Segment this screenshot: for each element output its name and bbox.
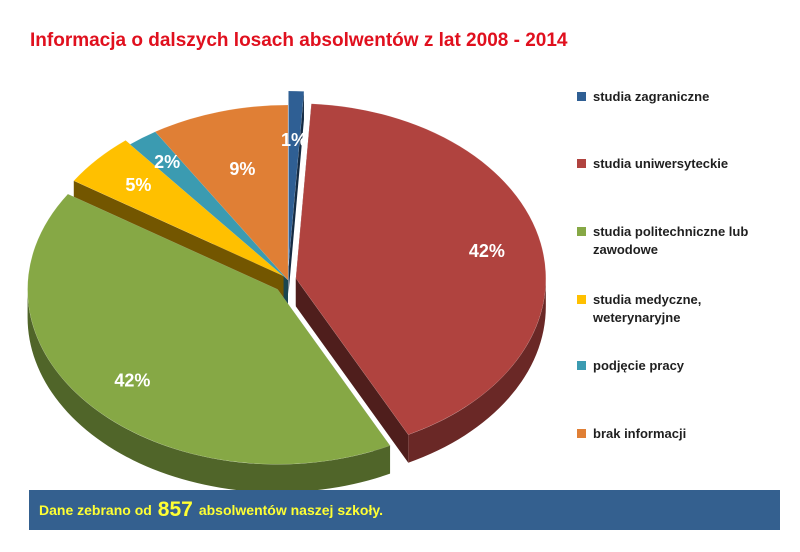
- pie-slice: [73, 140, 284, 277]
- data-label: 9%: [229, 159, 255, 179]
- footer-count: 857: [157, 498, 193, 521]
- pie-slice: [27, 193, 391, 465]
- pie-slice: [154, 104, 289, 281]
- legend-item: studia medyczne, weterynaryjne: [577, 291, 792, 327]
- legend-label: studia politechniczne lub zawodowe: [593, 224, 749, 257]
- legend-swatch: [577, 361, 586, 370]
- legend-item: studia zagraniczne: [577, 88, 792, 106]
- data-label: 42%: [114, 370, 150, 390]
- legend-label: studia uniwersyteckie: [593, 156, 729, 171]
- pie-slice: [129, 131, 289, 281]
- pie-slice-side: [408, 278, 546, 463]
- chart-title: Informacja o dalszych losach absolwentów…: [30, 30, 568, 51]
- legend-label: studia zagraniczne: [593, 89, 710, 104]
- pie-slice-edge: [295, 278, 409, 463]
- pie-slice-edge: [288, 91, 304, 295]
- legend-swatch: [577, 429, 586, 438]
- footer-suffix: absolwentów naszej szkoły.: [198, 502, 383, 518]
- legend-swatch: [577, 92, 586, 101]
- legend-item: brak informacji: [577, 425, 792, 443]
- legend-label: studia medyczne, weterynaryjne: [593, 292, 702, 325]
- legend-swatch: [577, 295, 586, 304]
- legend-swatch: [577, 227, 586, 236]
- legend-label: brak informacji: [593, 426, 687, 441]
- legend: studia zagraniczne studia uniwersyteckie…: [577, 85, 792, 455]
- pie-slice: [295, 103, 547, 435]
- data-label: 2%: [154, 152, 180, 172]
- legend-item: podjęcie pracy: [577, 357, 792, 375]
- pie-labels: 1% 42% 42% 5%2% 9%: [114, 130, 505, 390]
- footer-prefix: Dane zebrano od: [39, 502, 152, 518]
- data-label: 42%: [469, 241, 505, 261]
- data-label: 1%: [281, 130, 307, 150]
- legend-swatch: [577, 159, 586, 168]
- legend-item: studia uniwersyteckie: [577, 155, 792, 173]
- pie-slice-side: [27, 289, 391, 493]
- legend-item: studia politechniczne lub zawodowe: [577, 223, 792, 259]
- pie-tops: [27, 90, 547, 465]
- data-label: 5%: [125, 175, 151, 195]
- pie-slice: [288, 90, 305, 267]
- legend-label: podjęcie pracy: [593, 358, 685, 373]
- footer-banner: Dane zebrano od 857 absolwentów naszej s…: [29, 490, 780, 530]
